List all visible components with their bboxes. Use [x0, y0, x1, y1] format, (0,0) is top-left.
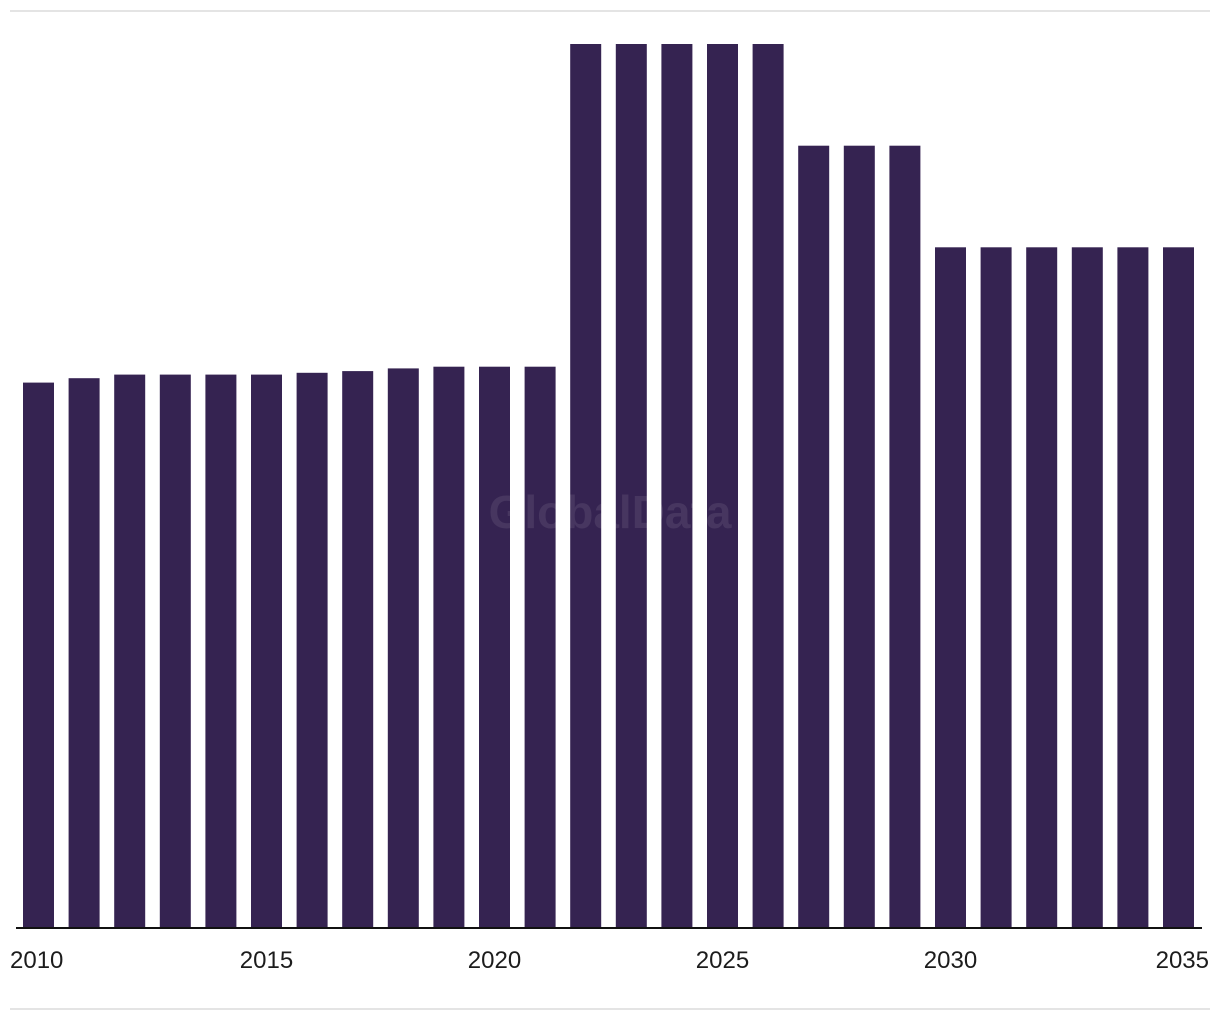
- bar-2012: [114, 374, 146, 929]
- bottom-divider: [10, 1008, 1210, 1010]
- bar-2018: [387, 368, 419, 928]
- bar-2016: [296, 372, 328, 928]
- watermark: GlobalData: [489, 486, 732, 538]
- bar-2026: [752, 44, 784, 928]
- bar-2020: [479, 366, 510, 928]
- bar-2034: [1117, 247, 1149, 929]
- bar-2025: [707, 44, 738, 928]
- x-tick-label-2030: 2030: [924, 947, 977, 974]
- bar-2019: [433, 366, 465, 928]
- bars-layer: [23, 44, 1194, 929]
- bar-2024: [661, 44, 693, 928]
- bar-2031: [980, 247, 1012, 929]
- bar-2022: [570, 44, 602, 928]
- x-tick-label-2015: 2015: [240, 947, 293, 974]
- bar-2013: [159, 374, 191, 929]
- bar-2011: [68, 378, 100, 928]
- bar-2023: [615, 44, 647, 928]
- x-tick-label-2010: 2010: [10, 947, 63, 974]
- x-tick-label-2025: 2025: [696, 947, 749, 974]
- bar-2035: [1163, 247, 1194, 929]
- x-tick-label-2020: 2020: [468, 947, 521, 974]
- top-divider: [10, 10, 1210, 12]
- x-tick-labels: 2010 2015 2020 2025 2030 2035: [10, 947, 1209, 974]
- bar-2030: [935, 247, 966, 929]
- bar-2033: [1071, 247, 1103, 929]
- bar-2017: [342, 371, 374, 929]
- bar-2014: [205, 374, 237, 929]
- bar-2029: [889, 145, 921, 928]
- bar-2010: [23, 382, 54, 929]
- x-tick-label-2035: 2035: [1156, 947, 1209, 974]
- bar-2032: [1026, 247, 1058, 929]
- bar-2027: [798, 145, 830, 928]
- bar-2028: [843, 145, 875, 928]
- bar-2015: [251, 374, 282, 929]
- bar-2021: [524, 366, 556, 928]
